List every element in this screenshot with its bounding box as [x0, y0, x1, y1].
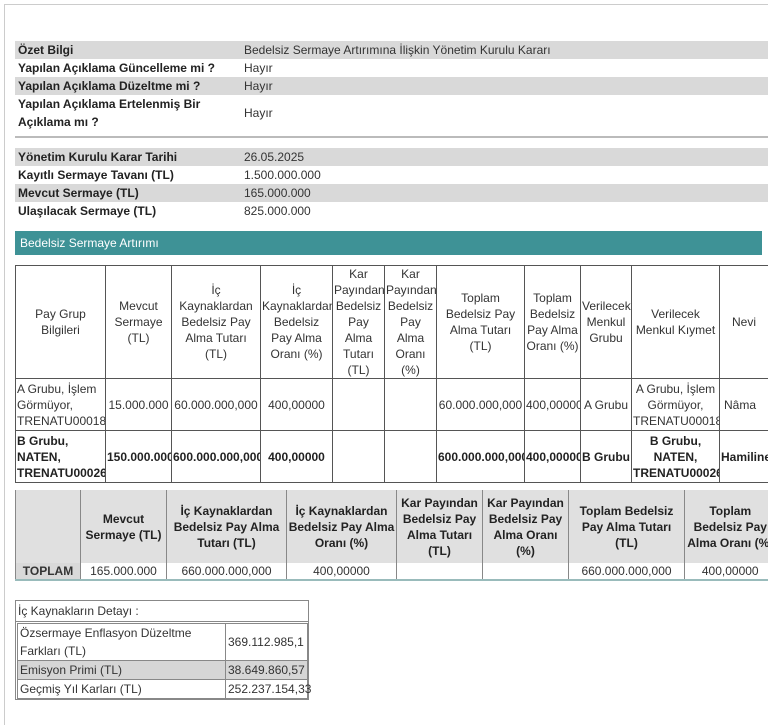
column-header: Mevcut Sermaye (TL) [106, 266, 172, 379]
table-row: Emisyon Primi (TL)38.649.860,57 [18, 661, 308, 680]
detail-label: Yönetim Kurulu Karar Tarihi [15, 148, 241, 166]
column-header: Toplam Bedelsiz Pay Alma Oranı (%) [685, 490, 768, 563]
column-header: İç Kaynaklardan Bedelsiz Pay Alma Oranı … [261, 266, 333, 379]
table-row: A Grubu, İşlem Görmüyor, TRENATU00018 15… [16, 379, 768, 431]
column-header: Mevcut Sermaye (TL) [81, 490, 167, 563]
totals-header-row: Mevcut Sermaye (TL) İç Kaynaklardan Bede… [16, 490, 768, 563]
groups-header-row: Pay Grup Bilgileri Mevcut Sermaye (TL) İ… [16, 266, 768, 379]
summary-value: Hayır [241, 77, 768, 95]
internal-sources-title: İç Kaynakların Detayı : [16, 601, 308, 622]
summary-label: Yapılan Açıklama Ertelenmiş Bir Açıklama… [15, 95, 241, 131]
totals-label: TOPLAM [16, 563, 81, 580]
column-header: İç Kaynaklardan Bedelsiz Pay Alma Tutarı… [172, 266, 261, 379]
cell [397, 563, 483, 580]
cell: Nâma [720, 379, 768, 431]
cell: 400,00000 [525, 431, 581, 483]
cell: 150.000.000 [106, 431, 172, 483]
totals-table: Mevcut Sermaye (TL) İç Kaynaklardan Bede… [15, 490, 768, 581]
detail-value: 1.500.000.000 [241, 166, 768, 184]
divider [15, 136, 768, 138]
column-header: Kar Payından Bedelsiz Pay Alma Tutarı (T… [397, 490, 483, 563]
internal-sources-box: İç Kaynakların Detayı : Özsermaye Enflas… [15, 600, 309, 700]
summary-value: Bedelsiz Sermaye Artırımına İlişkin Yöne… [241, 41, 768, 59]
cell [385, 379, 437, 431]
source-label: Geçmiş Yıl Karları (TL) [18, 680, 226, 699]
cell: 400,00000 [261, 379, 333, 431]
cell: 60.000.000,000 [437, 379, 525, 431]
column-header: Pay Grup Bilgileri [16, 266, 106, 379]
column-header: Verilecek Menkul Kıymet [632, 266, 720, 379]
cell: Hamiline [720, 431, 768, 483]
column-header: Kar Payından Bedelsiz Pay Alma Oranı (%) [385, 266, 437, 379]
groups-table: Pay Grup Bilgileri Mevcut Sermaye (TL) İ… [15, 265, 768, 483]
cell [385, 431, 437, 483]
cell: 15.000.000 [106, 379, 172, 431]
source-label: Özsermaye Enflasyon Düzeltme Farkları (T… [18, 624, 226, 661]
cell: 400,00000 [525, 379, 581, 431]
cell: B Grubu, NATEN, TRENATU00026 [16, 431, 106, 483]
detail-value: 165.000.000 [241, 184, 768, 202]
table-row: Özsermaye Enflasyon Düzeltme Farkları (T… [18, 624, 308, 661]
cell: B Grubu, NATEN, TRENATU00026 [632, 431, 720, 483]
summary-value: Hayır [241, 95, 768, 131]
cell: A Grubu, İşlem Görmüyor, TRENATU00018 [16, 379, 106, 431]
summary-label: Yapılan Açıklama Düzeltme mi ? [15, 77, 241, 95]
column-header: Kar Payından Bedelsiz Pay Alma Oranı (%) [483, 490, 569, 563]
source-value: 38.649.860,57 [226, 661, 308, 680]
column-header: İç Kaynaklardan Bedelsiz Pay Alma Tutarı… [167, 490, 287, 563]
detail-label: Mevcut Sermaye (TL) [15, 184, 241, 202]
cell: 60.000.000,000 [172, 379, 261, 431]
section-title: Bedelsiz Sermaye Artırımı [15, 231, 762, 255]
cell: 165.000.000 [81, 563, 167, 580]
summary-label: Özet Bilgi [15, 41, 241, 59]
detail-value: 26.05.2025 [241, 148, 768, 166]
table-row: Geçmiş Yıl Karları (TL)252.237.154,33 [18, 680, 308, 699]
column-header: Verilecek Menkul Grubu [581, 266, 632, 379]
internal-sources-table: Özsermaye Enflasyon Düzeltme Farkları (T… [17, 623, 308, 699]
column-header: Toplam Bedelsiz Pay Alma Tutarı (TL) [437, 266, 525, 379]
source-value: 369.112.985,1 [226, 624, 308, 661]
cell: A Grubu [581, 379, 632, 431]
column-header: Kar Payından Bedelsiz Pay Alma Tutarı (T… [333, 266, 385, 379]
column-header: İç Kaynaklardan Bedelsiz Pay Alma Oranı … [287, 490, 397, 563]
column-header [16, 490, 81, 563]
cell [483, 563, 569, 580]
cell: A Grubu, İşlem Görmüyor, TRENATU00018 [632, 379, 720, 431]
cell: 660.000.000,000 [569, 563, 685, 580]
detail-label: Ulaşılacak Sermaye (TL) [15, 202, 241, 220]
cell: 600.000.000,000 [172, 431, 261, 483]
source-value: 252.237.154,33 [226, 680, 308, 699]
column-header: Toplam Bedelsiz Pay Alma Tutarı (TL) [569, 490, 685, 563]
cell [333, 431, 385, 483]
cell: 660.000.000,000 [167, 563, 287, 580]
cell [333, 379, 385, 431]
table-row: B Grubu, NATEN, TRENATU00026 150.000.000… [16, 431, 768, 483]
summary-value: Hayır [241, 59, 768, 77]
cell: 600.000.000,000 [437, 431, 525, 483]
cell: 400,00000 [685, 563, 768, 580]
summary-label: Yapılan Açıklama Güncelleme mi ? [15, 59, 241, 77]
detail-label: Kayıtlı Sermaye Tavanı (TL) [15, 166, 241, 184]
column-header: Toplam Bedelsiz Pay Alma Oranı (%) [525, 266, 581, 379]
cell: B Grubu [581, 431, 632, 483]
cell: 400,00000 [287, 563, 397, 580]
detail-value: 825.000.000 [241, 202, 768, 220]
column-header: Nevi [720, 266, 768, 379]
cell: 400,00000 [261, 431, 333, 483]
source-label: Emisyon Primi (TL) [18, 661, 226, 680]
totals-row: TOPLAM 165.000.000 660.000.000,000 400,0… [16, 563, 768, 580]
